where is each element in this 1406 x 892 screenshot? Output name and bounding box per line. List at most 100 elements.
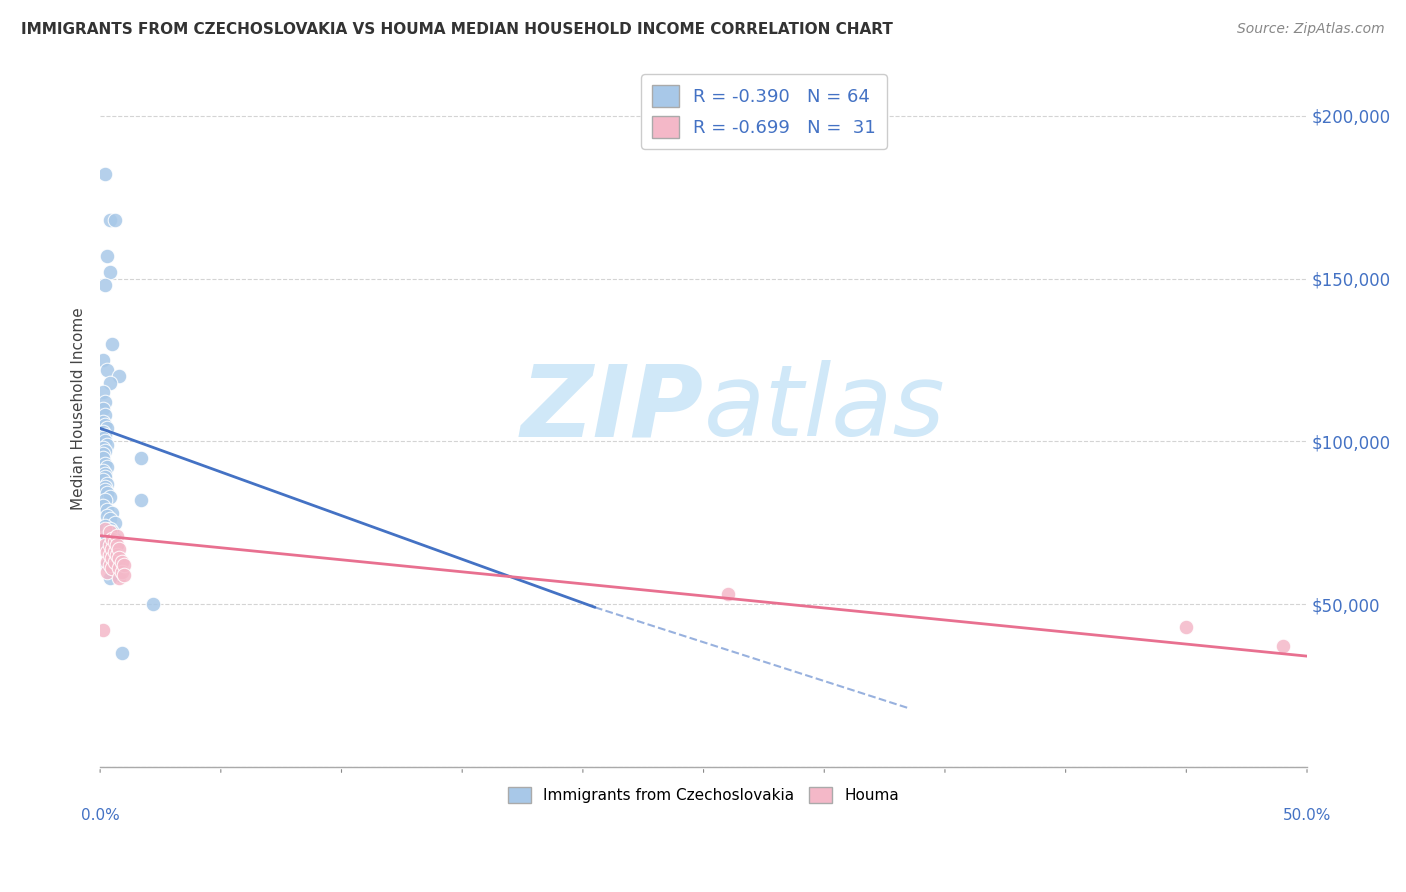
- Point: [111, 646, 134, 660]
- Point: [96, 539, 118, 553]
- Point: [105, 555, 128, 569]
- Point: [91, 431, 114, 445]
- Point: [98, 571, 121, 585]
- Point: [108, 369, 131, 384]
- Text: 50.0%: 50.0%: [1282, 808, 1331, 823]
- Point: [96, 545, 118, 559]
- Point: [94, 483, 117, 497]
- Point: [104, 535, 127, 549]
- Point: [94, 539, 117, 553]
- Point: [101, 551, 124, 566]
- Legend: R = -0.390   N = 64, R = -0.699   N =  31: R = -0.390 N = 64, R = -0.699 N = 31: [641, 74, 887, 149]
- Point: [129, 492, 152, 507]
- Point: [108, 561, 131, 575]
- Point: [101, 506, 124, 520]
- Text: atlas: atlas: [703, 360, 945, 458]
- Point: [104, 545, 127, 559]
- Point: [94, 480, 117, 494]
- Point: [104, 516, 127, 530]
- Point: [94, 434, 117, 449]
- Point: [108, 541, 131, 556]
- Point: [96, 558, 118, 572]
- Text: Source: ZipAtlas.com: Source: ZipAtlas.com: [1237, 22, 1385, 37]
- Point: [105, 529, 128, 543]
- Point: [98, 545, 121, 559]
- Point: [96, 486, 118, 500]
- Point: [101, 561, 124, 575]
- Point: [94, 167, 117, 181]
- Point: [101, 336, 124, 351]
- Point: [96, 460, 118, 475]
- Point: [96, 437, 118, 451]
- Point: [91, 425, 114, 439]
- Point: [142, 597, 165, 611]
- Point: [101, 541, 124, 556]
- Point: [101, 532, 124, 546]
- Point: [108, 567, 131, 582]
- Point: [104, 213, 127, 227]
- Point: [717, 587, 740, 601]
- Point: [101, 525, 124, 540]
- Text: IMMIGRANTS FROM CZECHOSLOVAKIA VS HOUMA MEDIAN HOUSEHOLD INCOME CORRELATION CHAR: IMMIGRANTS FROM CZECHOSLOVAKIA VS HOUMA …: [21, 22, 893, 37]
- Point: [94, 409, 117, 423]
- Point: [108, 551, 131, 566]
- Point: [91, 450, 114, 465]
- Point: [96, 509, 118, 524]
- Point: [94, 470, 117, 484]
- Point: [98, 539, 121, 553]
- Point: [91, 441, 114, 455]
- Point: [104, 532, 127, 546]
- Point: [98, 490, 121, 504]
- Point: [91, 623, 114, 637]
- Point: [96, 529, 118, 543]
- Point: [94, 395, 117, 409]
- Point: [112, 558, 135, 572]
- Point: [98, 376, 121, 390]
- Point: [94, 278, 117, 293]
- Point: [94, 467, 117, 481]
- Point: [91, 352, 114, 367]
- Point: [1271, 640, 1294, 654]
- Point: [94, 427, 117, 442]
- Point: [91, 415, 114, 429]
- Point: [104, 551, 127, 566]
- Point: [94, 492, 117, 507]
- Point: [91, 474, 114, 488]
- Point: [105, 541, 128, 556]
- Point: [104, 555, 127, 569]
- Point: [96, 555, 118, 569]
- Point: [94, 444, 117, 458]
- Point: [91, 464, 114, 478]
- Point: [96, 362, 118, 376]
- Point: [91, 401, 114, 416]
- Point: [111, 555, 134, 569]
- Point: [96, 502, 118, 516]
- Point: [101, 548, 124, 562]
- Point: [96, 421, 118, 435]
- Point: [94, 417, 117, 432]
- Point: [111, 565, 134, 579]
- Point: [94, 522, 117, 536]
- Point: [98, 548, 121, 562]
- Point: [1175, 620, 1198, 634]
- Point: [105, 548, 128, 562]
- Point: [112, 567, 135, 582]
- Point: [96, 476, 118, 491]
- Point: [101, 565, 124, 579]
- Y-axis label: Median Household Income: Median Household Income: [72, 308, 86, 510]
- Text: ZIP: ZIP: [520, 360, 703, 458]
- Point: [105, 539, 128, 553]
- Point: [98, 213, 121, 227]
- Point: [108, 571, 131, 585]
- Point: [98, 512, 121, 526]
- Point: [129, 450, 152, 465]
- Point: [98, 522, 121, 536]
- Text: 0.0%: 0.0%: [80, 808, 120, 823]
- Point: [91, 500, 114, 514]
- Point: [96, 249, 118, 263]
- Point: [94, 457, 117, 471]
- Point: [94, 519, 117, 533]
- Point: [91, 385, 114, 400]
- Point: [91, 447, 114, 461]
- Point: [98, 525, 121, 540]
